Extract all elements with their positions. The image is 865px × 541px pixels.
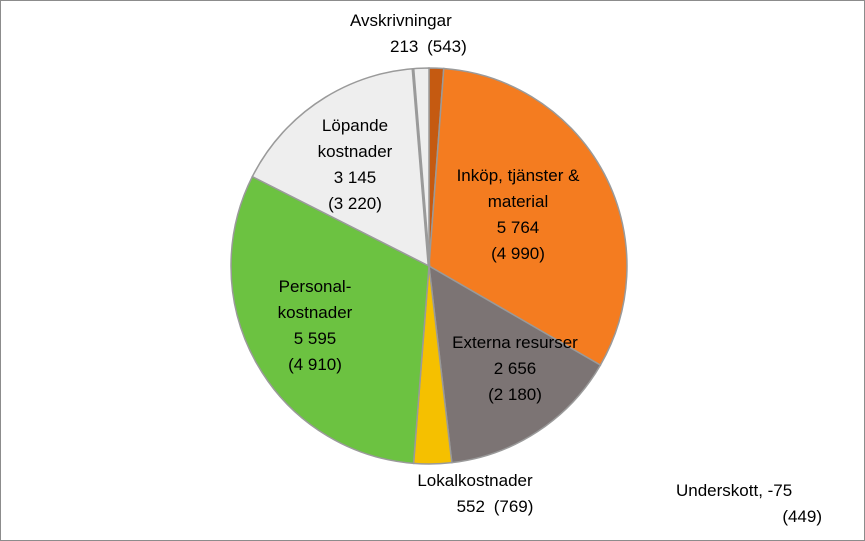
label-externa-prev: (2 180): [488, 385, 542, 404]
pie-slice-inköp-tjänster-material: [428, 67, 628, 367]
label-personal-value: 5 595: [293, 329, 337, 348]
label-lokal-prev: (769): [493, 497, 534, 516]
label-personal-prev: (4 910): [288, 355, 342, 374]
label-externa-value: 2 656: [493, 359, 537, 378]
pie-slice-externa-resurser: [428, 264, 602, 464]
label-underskott: Underskott, -75 (449): [660, 478, 822, 530]
label-inkop-line1: Inköp, tjänster &: [456, 166, 580, 185]
label-inkop: Inköp, tjänster & material 5 764 (4 990): [438, 163, 598, 267]
label-inkop-prev: (4 990): [491, 244, 545, 263]
label-personal-line1: Personal-: [278, 277, 352, 296]
label-avskrivningar-prev: (543): [427, 37, 467, 56]
label-inkop-line2: material: [487, 192, 549, 211]
label-personal-line2: kostnader: [277, 303, 353, 322]
pie-slice-separator: [411, 68, 431, 267]
pie-slice-löpande-kostnader: [251, 67, 430, 268]
label-lopande-value: 3 145: [333, 168, 377, 187]
label-externa-name: Externa resurser: [452, 333, 578, 352]
label-lokal: Lokalkostnader 552 (769): [400, 468, 550, 520]
label-inkop-value: 5 764: [496, 218, 540, 237]
label-avskrivningar-values: 213 (543): [350, 34, 490, 60]
label-lokal-name: Lokalkostnader: [417, 471, 533, 490]
label-externa: Externa resurser 2 656 (2 180): [440, 330, 590, 408]
label-underskott-prev: (449): [782, 507, 822, 526]
pie-slice-personal-kostnader: [230, 175, 430, 465]
label-lokal-values: 552 (769): [400, 494, 550, 520]
label-avskrivningar: Avskrivningar 213 (543): [350, 8, 490, 60]
label-lopande-prev: (3 220): [328, 194, 382, 213]
label-lopande-line1: Löpande: [321, 116, 389, 135]
label-lopande-line2: kostnader: [317, 142, 393, 161]
label-personal: Personal- kostnader 5 595 (4 910): [245, 274, 385, 378]
label-underskott-name: Underskott, -75: [676, 481, 793, 500]
label-avskrivningar-name: Avskrivningar: [350, 11, 452, 30]
label-lopande: Löpande kostnader 3 145 (3 220): [295, 113, 415, 217]
label-avskrivningar-value: 213: [390, 37, 419, 56]
label-lokal-value: 552: [456, 497, 485, 516]
